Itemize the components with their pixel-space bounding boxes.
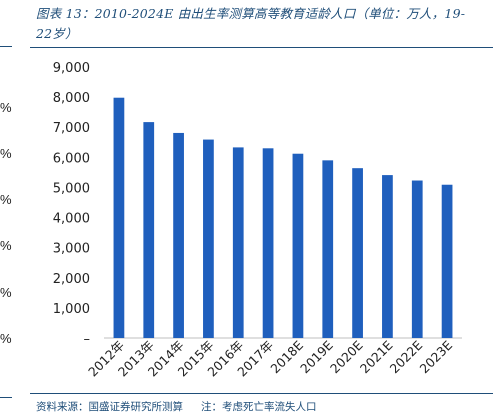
bar-chart: – 1,000 2,000 3,000 4,000 5,000 6,000 7,000 8,00… [53, 61, 462, 379]
y-tick-label: 6,000 [53, 151, 90, 166]
bar [113, 97, 125, 338]
y-tick-label: 4,000 [53, 212, 90, 227]
title-divider [30, 47, 493, 48]
left-panel-divider-bottom [0, 397, 12, 398]
x-tick-label: 2023E [417, 337, 456, 376]
bar [352, 168, 363, 338]
bar [441, 184, 453, 338]
bar [382, 175, 393, 338]
source-divider [30, 393, 493, 394]
bar [262, 148, 274, 338]
y-tick-label: 7,000 [53, 121, 90, 136]
x-tick-label: 2022E [387, 337, 426, 376]
source-line: 资料来源：国盛证券研究所测算 注：考虑死亡率流失人口 [36, 399, 317, 414]
bar [173, 132, 184, 338]
x-tick-label: 2018E [267, 337, 306, 376]
bar [143, 122, 155, 338]
y-tick-label: 5,000 [53, 181, 90, 196]
source-label: 资料来源：国盛证券研究所测算 [36, 401, 183, 413]
y-tick-label: 3,000 [53, 242, 90, 257]
y-tick-label: – [84, 332, 91, 347]
y-tick-label: 9,000 [53, 61, 90, 76]
left-panel-fragment: % [0, 238, 12, 253]
bar [232, 147, 244, 338]
y-tick-label: 2,000 [53, 272, 90, 287]
left-panel-fragment: % [0, 192, 12, 207]
bar [411, 180, 423, 338]
source-note: 注：考虑死亡率流失人口 [201, 401, 317, 413]
left-panel-divider-top [0, 46, 12, 47]
y-tick-label: 8,000 [53, 91, 90, 106]
bar [322, 160, 334, 338]
x-tick-label: 2019E [297, 337, 336, 376]
y-tick-label: 1,000 [53, 302, 90, 317]
left-panel-fragment: % [0, 100, 12, 115]
x-tick-label: 2021E [357, 337, 396, 376]
bar [203, 139, 214, 338]
left-panel-fragment: % [0, 146, 12, 161]
chart-title: 图表 13：2010-2024E 由出生率测算高等教育适龄人口（单位：万人，19… [36, 6, 466, 41]
left-panel-fragment: % [0, 285, 12, 300]
left-panel-fragment: % [0, 331, 12, 346]
x-tick-label: 2020E [327, 337, 366, 376]
bar [292, 153, 304, 338]
